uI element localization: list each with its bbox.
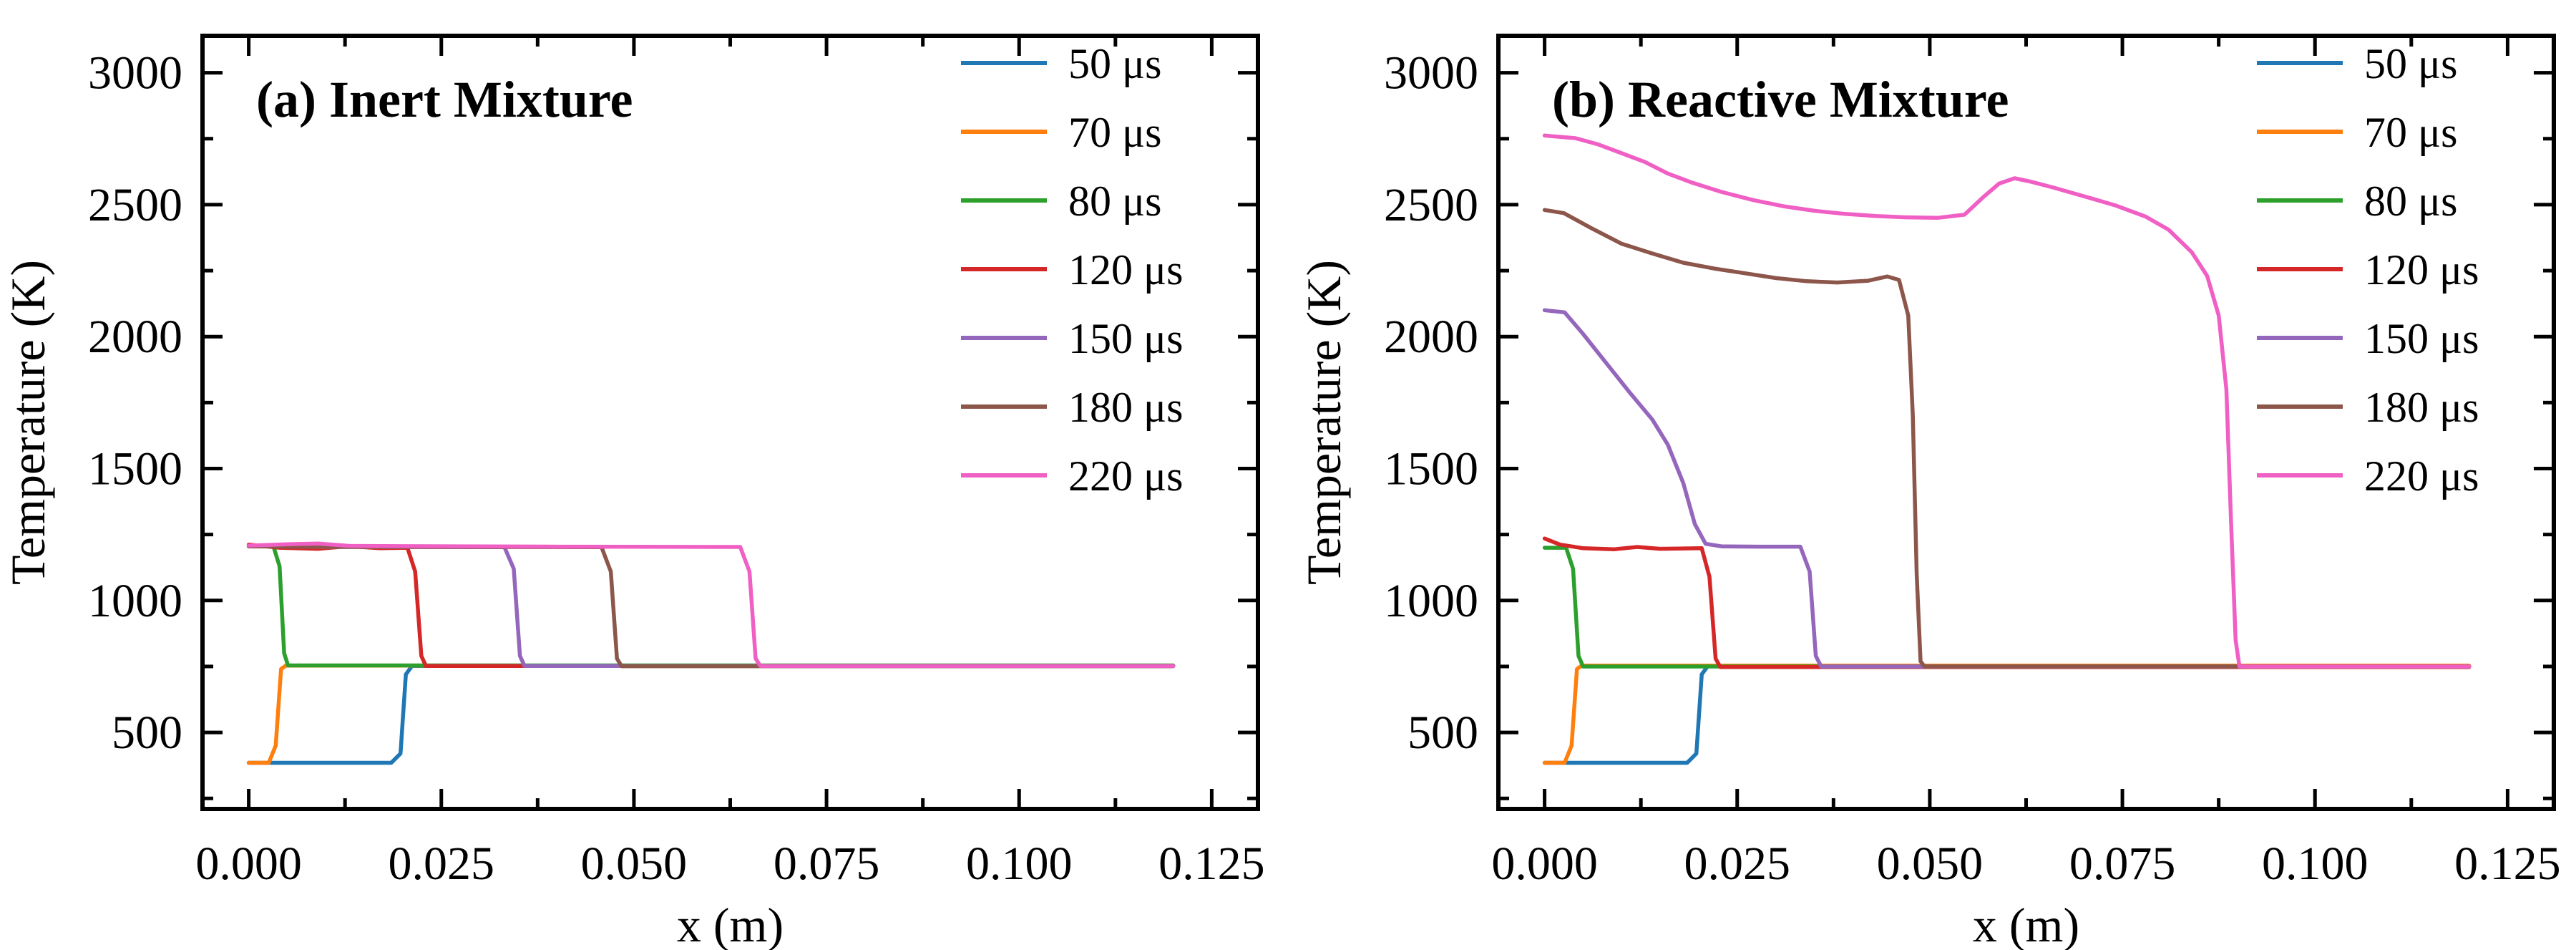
legend-entry: 150 μs (2257, 315, 2479, 362)
legend-entry: 80 μs (2257, 178, 2458, 225)
y-tick-label: 2000 (88, 311, 182, 363)
legend-label: 50 μs (1068, 40, 1162, 87)
legend-label: 70 μs (2364, 109, 2458, 156)
axis-ticks (203, 36, 1258, 809)
legend-entry: 50 μs (2257, 40, 2458, 87)
series-line-220-μs (1542, 133, 2472, 669)
series-line-150-μs (246, 544, 1176, 668)
x-tick-label: 0.050 (1877, 838, 1984, 890)
series-line-50-μs (1542, 664, 2472, 765)
legend-entry: 150 μs (961, 315, 1184, 362)
legend-label: 150 μs (1068, 315, 1184, 362)
legend-label: 150 μs (2364, 315, 2479, 362)
y-tick-label: 1500 (88, 443, 182, 495)
x-tick-label: 0.000 (195, 838, 302, 890)
series-line-80-μs (246, 544, 1176, 668)
x-tick-label: 0.100 (966, 838, 1073, 890)
legend-entry: 50 μs (961, 40, 1162, 87)
x-tick-label: 0.125 (2454, 838, 2561, 890)
legend: 50 μs 70 μs 80 μs 120 μs 150 μs 180 μs 220 μs (961, 40, 1184, 500)
y-tick-label: 500 (112, 707, 182, 759)
legend-entry: 220 μs (961, 452, 1184, 500)
legend-label: 80 μs (2364, 178, 2458, 225)
panel-b-chart: 0.000 0.025 0.050 0.075 0.100 0.125 500 1000 150… (1297, 34, 2561, 950)
x-tick-label: 0.125 (1158, 838, 1265, 890)
series-line-50-μs (246, 664, 1176, 765)
series-line-120-μs (246, 542, 1176, 668)
legend-entry: 120 μs (2257, 246, 2479, 294)
legend-entry: 80 μs (961, 178, 1162, 225)
series-line-120-μs (1542, 536, 2472, 669)
y-tick-label: 2000 (1384, 311, 1478, 363)
series-lines (1542, 133, 2472, 765)
legend-entry: 180 μs (2257, 384, 2479, 431)
legend: 50 μs 70 μs 80 μs 120 μs 150 μs 180 μs 220 μs (2257, 40, 2479, 500)
y-tick-label: 3000 (1384, 47, 1478, 100)
legend-label: 80 μs (1068, 178, 1162, 225)
legend-label: 220 μs (1068, 452, 1184, 500)
panel-a-chart: 0.000 0.025 0.050 0.075 0.100 0.125 500 1000 150… (1, 34, 1265, 950)
x-tick-label: 0.025 (389, 838, 495, 890)
legend-entry: 70 μs (2257, 109, 2458, 156)
y-axis-label: Temperature (K) (1, 260, 55, 585)
x-axis-label: x (m) (677, 898, 784, 950)
legend-entry: 180 μs (961, 384, 1184, 431)
x-tick-label: 0.075 (2069, 838, 2176, 890)
legend-label: 220 μs (2364, 452, 2479, 500)
series-lines (246, 541, 1176, 765)
y-tick-label: 2500 (1384, 179, 1478, 231)
axis-ticks (1498, 36, 2554, 809)
panel-inert-mixture: 0.000 0.025 0.050 0.075 0.100 0.125 500 1000 150… (1, 34, 1265, 950)
y-axis-label: Temperature (K) (1297, 260, 1351, 585)
y-tick-label: 1000 (88, 575, 182, 627)
series-line-150-μs (1542, 308, 2472, 669)
legend-label: 120 μs (2364, 246, 2479, 294)
series-line-180-μs (1542, 208, 2472, 669)
y-tick-label: 1000 (1384, 575, 1478, 627)
legend-entry: 220 μs (2257, 452, 2479, 500)
x-tick-label: 0.100 (2262, 838, 2368, 890)
legend-entry: 70 μs (961, 109, 1162, 156)
legend-label: 180 μs (2364, 384, 2479, 431)
series-line-70-μs (246, 664, 1176, 765)
legend-label: 70 μs (1068, 109, 1162, 156)
legend-label: 180 μs (1068, 384, 1184, 431)
legend-label: 120 μs (1068, 246, 1184, 294)
y-tick-label: 1500 (1384, 443, 1478, 495)
series-line-180-μs (246, 544, 1176, 669)
legend-label: 50 μs (2364, 40, 2458, 87)
y-tick-label: 2500 (88, 179, 182, 231)
x-tick-label: 0.075 (774, 838, 880, 890)
x-tick-label: 0.025 (1684, 838, 1791, 890)
y-tick-label: 3000 (88, 47, 182, 100)
x-axis-label: x (m) (1973, 898, 2079, 950)
series-line-70-μs (1542, 664, 2472, 765)
panel-reactive-mixture: 0.000 0.025 0.050 0.075 0.100 0.125 500 1000 150… (1296, 0, 2576, 950)
series-line-80-μs (1542, 546, 2472, 669)
x-tick-label: 0.000 (1491, 838, 1598, 890)
x-tick-label: 0.050 (581, 838, 688, 890)
series-line-220-μs (246, 541, 1176, 668)
panel-title: (b) Reactive Mixture (1552, 71, 2009, 128)
panel-title: (a) Inert Mixture (256, 71, 633, 128)
y-tick-label: 500 (1407, 707, 1478, 759)
legend-entry: 120 μs (961, 246, 1184, 294)
